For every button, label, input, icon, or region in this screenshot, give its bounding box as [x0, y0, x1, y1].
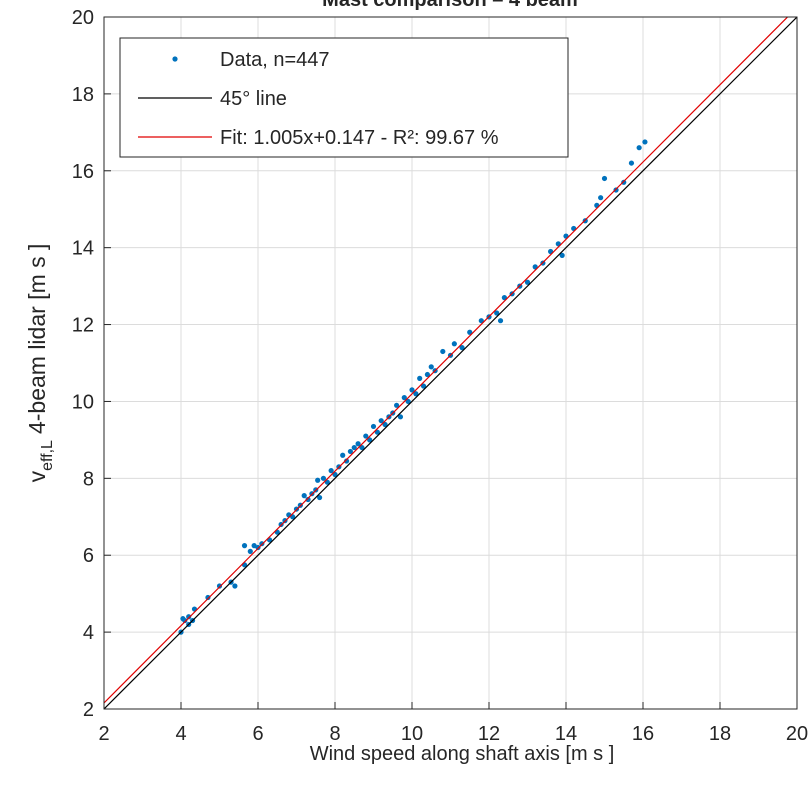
data-point: [621, 179, 627, 185]
data-point: [494, 310, 500, 316]
data-point: [374, 429, 380, 435]
data-point: [613, 187, 619, 193]
data-point: [347, 448, 353, 455]
data-point: [636, 145, 642, 151]
legend-label: Data, n=447: [220, 49, 330, 71]
legend-label: 45° line: [220, 88, 287, 110]
data-point: [459, 345, 465, 351]
data-point: [370, 423, 377, 430]
y-tick-label: 18: [72, 84, 94, 106]
y-tick-label: 20: [72, 7, 94, 29]
data-point: [340, 452, 346, 458]
y-tick-label: 10: [72, 391, 94, 413]
y-tick-label: 12: [72, 315, 94, 337]
data-point: [440, 348, 446, 355]
y-tick-label: 6: [83, 545, 94, 567]
data-point: [409, 387, 415, 393]
y-tick-label: 8: [83, 468, 94, 490]
y-label-text: 4-beam lidar [m s ]: [24, 244, 50, 434]
y-axis-label: veff,L 4-beam lidar [m s ]: [24, 244, 56, 483]
y-tick-label: 2: [83, 699, 94, 721]
data-point: [628, 160, 635, 166]
data-point: [328, 468, 334, 474]
data-point: [247, 548, 253, 554]
data-point: [251, 543, 257, 549]
data-point: [501, 295, 507, 301]
data-point: [317, 494, 323, 501]
data-point: [413, 391, 419, 397]
plot-area: [104, 17, 797, 709]
data-point: [394, 402, 400, 408]
series-line: [104, 17, 797, 709]
axes-box: [103, 16, 798, 710]
x-axis-label: Wind speed along shaft axis [m s ]: [310, 743, 615, 765]
data-point: [315, 477, 321, 483]
x-tick-label: 8: [329, 723, 340, 745]
data-point: [598, 195, 604, 201]
data-point: [182, 617, 188, 624]
data-point: [467, 329, 473, 335]
data-point: [343, 458, 350, 464]
x-tick-label: 16: [632, 723, 654, 745]
data-point: [397, 414, 404, 420]
x-tick-label: 12: [478, 723, 500, 745]
data-point: [417, 375, 423, 381]
data-point: [424, 371, 430, 378]
x-tick-label: 4: [175, 723, 186, 745]
x-tick-label: 6: [252, 723, 263, 745]
data-point: [642, 139, 648, 145]
data-point: [478, 318, 484, 324]
data-point: [259, 541, 265, 547]
x-tick-label: 10: [401, 723, 423, 745]
data-point: [367, 437, 373, 443]
data-point: [351, 444, 357, 451]
legend-label: Fit: 1.005x+0.147 - R²: 99.67 %: [220, 127, 499, 149]
x-tick-label: 2: [98, 723, 109, 745]
data-point: [232, 583, 238, 589]
legend-marker: [172, 56, 178, 62]
series-line: [104, 17, 789, 704]
y-tick-label: 16: [72, 161, 94, 183]
data-point: [216, 583, 223, 589]
data-point: [451, 341, 457, 347]
data-point: [405, 398, 411, 405]
data-point: [524, 279, 531, 285]
data-point: [205, 594, 211, 601]
data-point: [355, 441, 361, 447]
x-tick-label: 18: [709, 723, 731, 745]
data-point: [401, 395, 407, 401]
data-point: [305, 496, 311, 503]
y-label-subscript: eff,L: [39, 440, 56, 471]
data-point: [186, 614, 192, 620]
data-point: [301, 493, 307, 499]
data-point: [382, 421, 388, 428]
y-tick-label: 14: [72, 238, 94, 260]
data-point: [255, 544, 261, 551]
data-point: [359, 444, 365, 451]
data-point: [363, 433, 369, 439]
data-point: [559, 252, 565, 258]
y-label-symbol: v: [24, 470, 50, 482]
chart-title: Mast comparison – 4 beam: [322, 0, 578, 11]
x-tick-label: 20: [786, 723, 808, 745]
y-tick-label: 4: [83, 622, 94, 644]
data-point: [428, 364, 434, 370]
data-point: [320, 475, 327, 481]
data-point: [420, 383, 427, 389]
data-point: [378, 418, 384, 424]
data-point: [497, 318, 504, 324]
data-point: [601, 175, 608, 182]
x-tick-label: 14: [555, 723, 577, 745]
data-point: [241, 543, 248, 549]
